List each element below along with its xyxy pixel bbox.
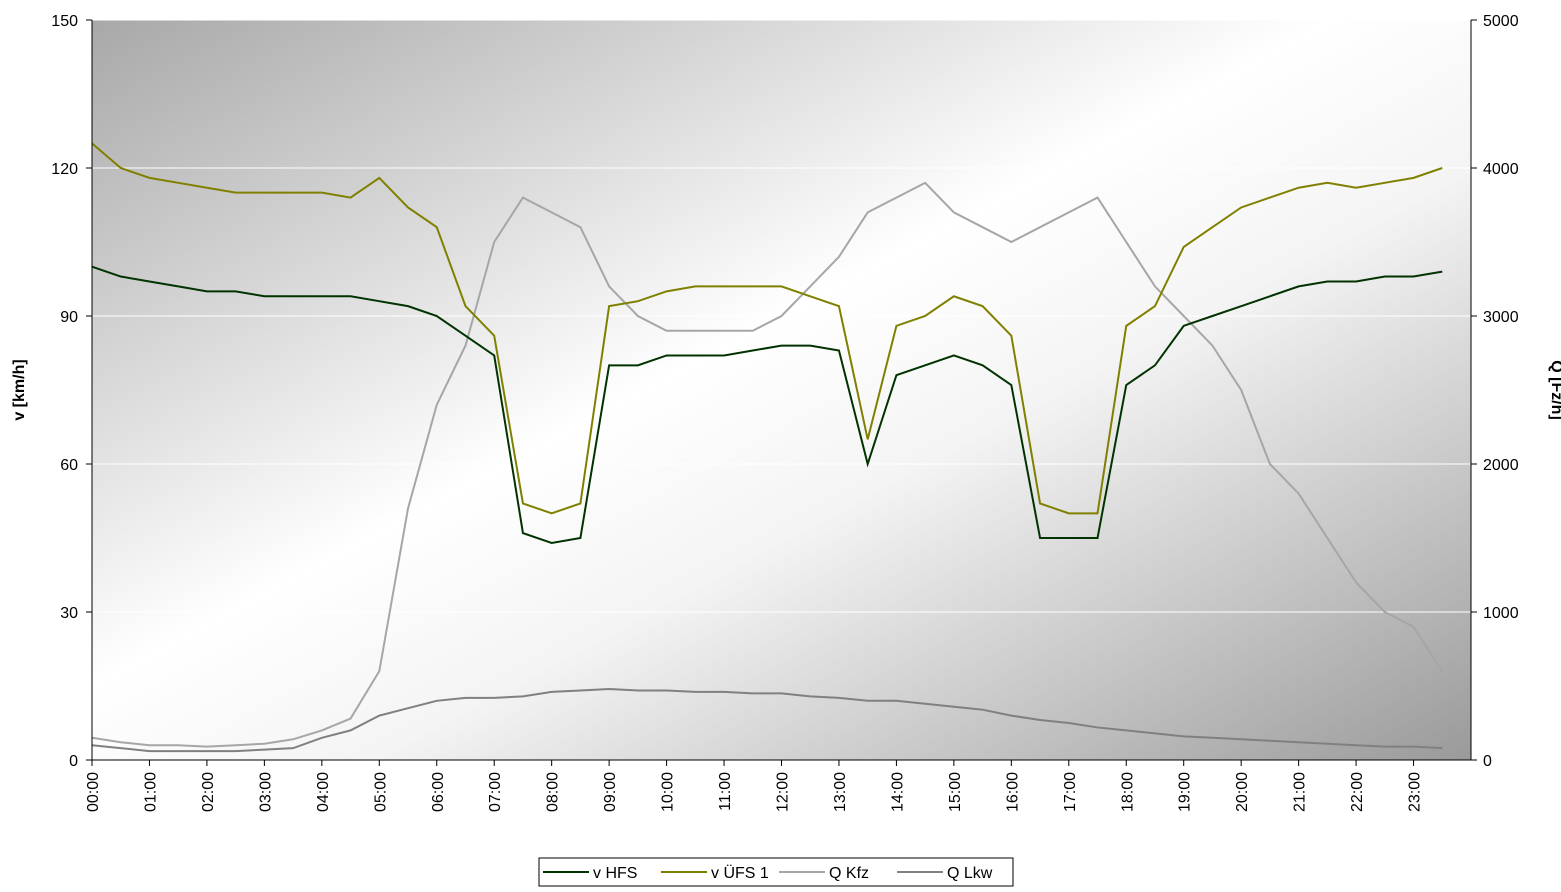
x-tick-label: 08:00 xyxy=(545,772,562,812)
x-tick-label: 02:00 xyxy=(200,772,217,812)
x-tick-label: 00:00 xyxy=(85,772,102,812)
y2-tick-label: 0 xyxy=(1483,753,1492,770)
y2-tick-label: 4000 xyxy=(1483,161,1519,178)
y-tick-label: 90 xyxy=(60,309,78,326)
y-tick-label: 150 xyxy=(51,13,78,30)
legend-label: Q Kfz xyxy=(829,865,869,882)
x-tick-label: 21:00 xyxy=(1292,772,1309,812)
x-tick-label: 01:00 xyxy=(142,772,159,812)
x-tick-label: 23:00 xyxy=(1407,772,1424,812)
x-tick-label: 03:00 xyxy=(257,772,274,812)
x-tick-label: 09:00 xyxy=(602,772,619,812)
x-tick-label: 18:00 xyxy=(1119,772,1136,812)
x-tick-label: 12:00 xyxy=(775,772,792,812)
series-line xyxy=(91,142,1443,515)
y-tick-label: 120 xyxy=(51,161,78,178)
y2-tick-label: 3000 xyxy=(1483,309,1519,326)
series-line xyxy=(91,181,1444,748)
series-line xyxy=(91,265,1443,544)
x-tick-label: 10:00 xyxy=(660,772,677,812)
y-tick-label: 30 xyxy=(60,605,78,622)
x-tick-label: 07:00 xyxy=(487,772,504,812)
y2-tick-label: 5000 xyxy=(1483,13,1519,30)
x-tick-label: 14:00 xyxy=(889,772,906,812)
y-axis-title: v [km/h] xyxy=(11,359,28,420)
x-tick-label: 13:00 xyxy=(832,772,849,812)
x-tick-label: 05:00 xyxy=(372,772,389,812)
y-tick-label: 0 xyxy=(69,753,78,770)
y2-axis-title: Q [Fz/h] xyxy=(1548,360,1561,420)
legend: v HFS v ÜFS 1 Q Kfz Q Lkw xyxy=(538,857,1014,887)
y2-tick-label: 2000 xyxy=(1483,457,1519,474)
y2-tick-label: 1000 xyxy=(1483,605,1519,622)
x-tick-label: 22:00 xyxy=(1349,772,1366,812)
x-tick-label: 16:00 xyxy=(1004,772,1021,812)
x-tick-label: 15:00 xyxy=(947,772,964,812)
x-tick-label: 20:00 xyxy=(1234,772,1251,812)
x-tick-label: 06:00 xyxy=(430,772,447,812)
x-tick-label: 19:00 xyxy=(1177,772,1194,812)
legend-label: v HFS xyxy=(593,865,637,882)
series-line xyxy=(91,687,1443,753)
legend-label: Q Lkw xyxy=(947,865,993,882)
x-tick-label: 11:00 xyxy=(717,772,734,811)
plot-area xyxy=(92,20,1471,760)
legend-label: v ÜFS 1 xyxy=(711,864,769,882)
x-tick-label: 04:00 xyxy=(315,772,332,812)
x-tick-label: 17:00 xyxy=(1062,772,1079,812)
y-tick-label: 60 xyxy=(60,457,78,474)
